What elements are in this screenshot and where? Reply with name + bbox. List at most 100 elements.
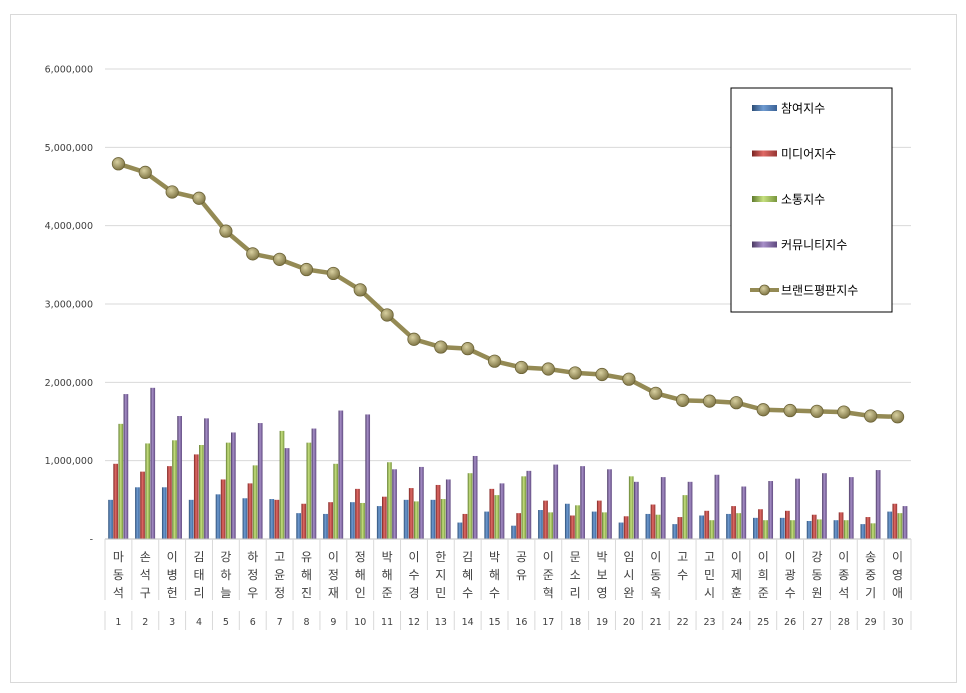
bar-4-9 bbox=[338, 410, 344, 539]
bar-1-29 bbox=[860, 524, 866, 539]
bar-3-3 bbox=[172, 440, 177, 539]
bar-3-18 bbox=[575, 505, 580, 539]
bar-1-7 bbox=[269, 499, 275, 539]
rank-label: 8 bbox=[303, 617, 309, 628]
bar-2-28 bbox=[838, 512, 844, 539]
brand-index-point-15 bbox=[487, 354, 502, 368]
bar-4-4 bbox=[204, 418, 209, 539]
legend-label: 브랜드평판지수 bbox=[781, 284, 858, 298]
bar-2-3 bbox=[167, 466, 172, 539]
y-tick-label: 1,000,000 bbox=[45, 456, 93, 467]
y-tick-label: 3,000,000 bbox=[45, 300, 93, 311]
bar-3-17 bbox=[548, 512, 553, 539]
bar-3-19 bbox=[602, 512, 607, 539]
bar-4-28 bbox=[848, 477, 854, 539]
bar-3-27 bbox=[816, 519, 822, 539]
bar-2-6 bbox=[247, 483, 253, 539]
bar-4-16 bbox=[526, 470, 532, 539]
bar-2-22 bbox=[677, 517, 683, 539]
bar-3-11 bbox=[387, 462, 392, 539]
rank-label: 30 bbox=[892, 617, 904, 628]
bar-3-14 bbox=[467, 473, 473, 539]
bar-2-17 bbox=[543, 500, 548, 539]
rank-label: 22 bbox=[677, 617, 689, 628]
bar-4-3 bbox=[177, 416, 182, 539]
rank-label: 2 bbox=[142, 617, 148, 628]
bar-1-17 bbox=[538, 510, 543, 539]
rank-label: 12 bbox=[408, 617, 420, 628]
bar-3-8 bbox=[306, 442, 312, 539]
bar-1-8 bbox=[296, 513, 301, 539]
bar-2-24 bbox=[731, 506, 736, 539]
bar-2-19 bbox=[596, 500, 602, 539]
bar-2-26 bbox=[785, 510, 790, 539]
brand-index-point-17 bbox=[541, 362, 555, 376]
bar-1-11 bbox=[376, 506, 382, 539]
legend-swatch bbox=[752, 196, 777, 202]
bar-series bbox=[108, 387, 908, 539]
brand-index-point-16 bbox=[514, 360, 529, 375]
rank-label: 3 bbox=[169, 617, 175, 628]
legend-swatch bbox=[752, 105, 777, 111]
bar-2-18 bbox=[570, 515, 575, 539]
bar-1-15 bbox=[484, 511, 490, 539]
bar-4-10 bbox=[365, 414, 371, 539]
brand-index-point-26 bbox=[783, 403, 797, 418]
brand-index-point-21 bbox=[649, 386, 663, 400]
bar-4-6 bbox=[257, 423, 263, 539]
bar-3-22 bbox=[682, 495, 688, 539]
brand-index-point-4 bbox=[192, 191, 206, 205]
bar-1-18 bbox=[564, 503, 570, 539]
bar-2-20 bbox=[623, 516, 629, 539]
bar-4-22 bbox=[687, 481, 693, 539]
bar-2-4 bbox=[193, 454, 199, 539]
legend-label: 소통지수 bbox=[781, 193, 825, 207]
bar-3-26 bbox=[790, 520, 795, 539]
brand-index-point-7 bbox=[273, 252, 287, 266]
bar-2-14 bbox=[462, 513, 468, 539]
rank-label: 20 bbox=[623, 617, 635, 628]
bar-2-13 bbox=[435, 484, 441, 539]
bar-1-21 bbox=[645, 513, 651, 539]
brand-index-point-19 bbox=[595, 367, 609, 382]
rank-label: 13 bbox=[435, 617, 447, 628]
bar-2-15 bbox=[489, 488, 495, 539]
bar-1-2 bbox=[135, 487, 140, 539]
brand-index-point-5 bbox=[219, 224, 233, 238]
bar-3-9 bbox=[333, 463, 339, 539]
bar-2-30 bbox=[892, 503, 898, 539]
bar-1-28 bbox=[833, 520, 839, 539]
rank-label: 11 bbox=[381, 617, 393, 628]
bar-1-3 bbox=[161, 487, 167, 539]
bar-1-14 bbox=[457, 522, 463, 539]
bar-1-5 bbox=[215, 494, 221, 539]
bar-1-30 bbox=[887, 511, 893, 539]
bar-2-11 bbox=[382, 496, 387, 539]
bar-4-1 bbox=[123, 394, 129, 539]
rank-label: 15 bbox=[489, 617, 501, 628]
rank-label: 23 bbox=[703, 617, 715, 628]
bar-1-24 bbox=[726, 513, 731, 539]
y-tick-label: 6,000,000 bbox=[45, 65, 93, 76]
y-tick-label: - bbox=[90, 535, 93, 546]
rank-label: 21 bbox=[650, 617, 662, 628]
brand-index-point-29 bbox=[864, 409, 878, 423]
